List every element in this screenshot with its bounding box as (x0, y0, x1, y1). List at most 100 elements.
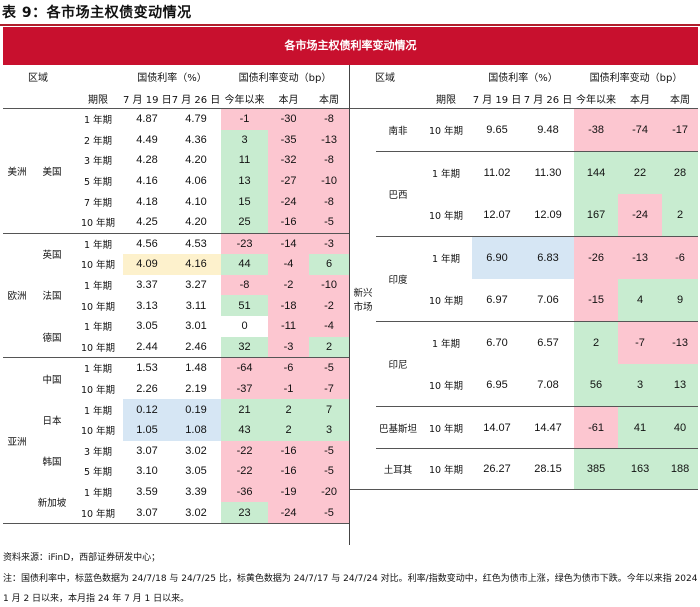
yield-cell: 1.48 (185, 362, 207, 375)
yield-cell: 9.65 (486, 124, 508, 136)
change-cell: -11 (268, 315, 310, 337)
table-row: 法国 1 年期 3.37 3.27 -8 -2 -10 (3, 274, 350, 302)
yield-cell: 3.02 (185, 506, 207, 519)
table-row: 美洲 美国 1 年期 4.87 4.79 -1 -30 -8 (3, 108, 350, 178)
change-cell: 7 (309, 399, 350, 420)
header-date1: 7 月 19 日 (123, 94, 171, 106)
header-yield: 国债利率（%） (137, 73, 207, 84)
yield-cell: 6.57 (537, 337, 559, 349)
table-row: 印度 1 年期 6.90 6.83 -26 -13 -6 (350, 236, 699, 286)
header-yield-change: 国债利率变动（bp） (589, 73, 683, 84)
change-cell: -13 (662, 321, 699, 364)
yield-cell: 4.28 (136, 154, 158, 167)
change-cell: -13 (618, 236, 663, 279)
change-cell: -2 (268, 274, 310, 296)
yield-cell: 3.05 (136, 320, 158, 333)
yield-cell: 4.20 (185, 216, 207, 229)
yield-cell: 4.36 (185, 133, 207, 146)
change-cell: 163 (618, 448, 663, 490)
term-cell: 1 年期 (83, 281, 113, 293)
change-cell: -38 (574, 108, 619, 152)
change-cell: 15 (221, 191, 269, 212)
change-cell: 2 (268, 399, 310, 420)
table-row: 巴基斯坦 10 年期 14.07 14.47 -61 41 40 (350, 406, 699, 449)
change-cell: 0 (241, 320, 248, 333)
header-term: 期限 (436, 94, 456, 106)
term-cell: 1 年期 (431, 254, 461, 265)
yield-cell: 4.53 (185, 237, 207, 250)
term-cell: 10 年期 (80, 508, 116, 520)
table-row: 土耳其 10 年期 26.27 28.15 385 163 188 (350, 448, 699, 490)
developed-markets-table: 区域 国债利率（%） 国债利率变动（bp） 期限 7 月 19 日 7 月 26… (3, 65, 350, 524)
term-cell: 3 年期 (83, 446, 113, 458)
term-cell: 10 年期 (80, 260, 116, 272)
table-row: 10 年期 6.95 7.08 56 3 13 (350, 364, 699, 407)
yield-cell: 7.08 (537, 379, 559, 391)
yield-cell: 3.05 (185, 465, 207, 478)
change-cell: -37 (221, 378, 269, 400)
table-row: 10 年期 3.07 3.02 23 -24 -5 (3, 502, 350, 524)
country-label: 法国 (42, 291, 62, 303)
title-rule (0, 24, 700, 26)
change-cell: -16 (268, 461, 310, 482)
change-cell: 51 (221, 295, 269, 316)
table-row: 新兴市场 南非 10 年期 9.65 9.48 -38 -74 -17 (350, 108, 699, 313)
yield-cell: 6.83 (522, 236, 575, 279)
table-row: 10 年期 1.05 1.08 43 2 3 (3, 419, 350, 441)
term-cell: 10 年期 (80, 342, 116, 354)
country-label: 中国 (42, 374, 62, 386)
table-row: 亚洲 中国 1 年期 1.53 1.48 -64 -6 -5 (3, 357, 350, 448)
header-week: 本周 (319, 94, 340, 106)
country-label: 巴基斯坦 (378, 423, 417, 435)
change-cell: 9 (662, 279, 699, 322)
yield-cell: 3.59 (136, 485, 158, 498)
change-cell: 4 (618, 279, 663, 322)
change-cell: 2 (268, 419, 310, 441)
country-label: 韩国 (42, 457, 62, 469)
term-cell: 10 年期 (428, 126, 464, 137)
term-cell: 10 年期 (428, 211, 464, 222)
change-cell: 21 (221, 399, 269, 420)
term-cell: 10 年期 (80, 385, 116, 397)
change-cell: -27 (268, 170, 310, 192)
table-row: 德国 1 年期 3.05 3.01 0 -11 -4 (3, 315, 350, 344)
country-label: 印尼 (388, 360, 408, 371)
change-cell: -18 (268, 295, 310, 316)
change-cell: -10 (309, 274, 350, 296)
yield-cell: 1.53 (136, 362, 158, 375)
table-row: 日本 1 年期 0.12 0.19 21 2 7 (3, 399, 350, 427)
table-banner: 各市场主权债利率变动情况 (3, 27, 698, 65)
change-cell: -1 (221, 108, 269, 130)
change-cell: 2 (662, 194, 699, 237)
yield-cell: 3.37 (136, 279, 158, 292)
yield-cell: 11.02 (483, 167, 511, 179)
yield-cell: 2.19 (185, 383, 207, 396)
table-row: 5 年期 3.10 3.05 -22 -16 -5 (3, 461, 350, 482)
change-cell: 2 (574, 321, 619, 364)
term-cell: 1 年期 (83, 239, 113, 251)
table-row: 3 年期 4.28 4.20 11 -32 -8 (3, 150, 350, 171)
document-title: 表 9：各市场主权债变动情况 (2, 5, 192, 21)
change-cell: -14 (268, 233, 310, 255)
yield-cell: 1.05 (123, 419, 171, 441)
header-region: 区域 (375, 73, 395, 84)
change-cell: 44 (221, 254, 269, 275)
term-cell: 10 年期 (80, 426, 116, 438)
change-cell: -3 (268, 336, 310, 358)
yield-cell: 6.97 (486, 294, 508, 306)
yield-cell: 11.30 (534, 167, 562, 179)
yield-cell: 3.11 (185, 299, 207, 312)
change-cell: 11 (221, 150, 269, 171)
change-cell: 6 (309, 254, 350, 275)
term-cell: 5 年期 (83, 467, 113, 479)
term-cell: 1 年期 (431, 339, 461, 350)
change-cell: -22 (221, 440, 269, 462)
term-cell: 1 年期 (83, 487, 113, 499)
term-cell: 10 年期 (428, 423, 464, 435)
country-label: 南非 (388, 126, 408, 137)
term-cell: 10 年期 (80, 301, 116, 313)
header-week: 本周 (670, 94, 691, 106)
table-row: 印尼 1 年期 6.70 6.57 2 -7 -13 (350, 321, 699, 371)
yield-cell: 0.19 (171, 399, 222, 420)
change-cell: 13 (662, 364, 699, 407)
